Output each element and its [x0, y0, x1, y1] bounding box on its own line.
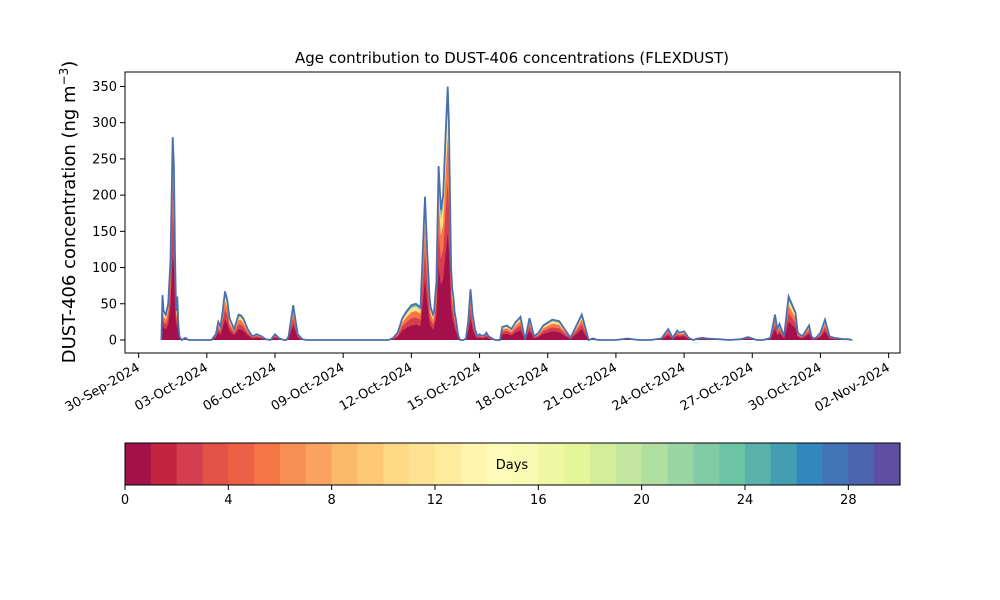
chart-title: Age contribution to DUST-406 concentrati…: [295, 49, 729, 67]
colorbar-tick-label: 16: [530, 493, 547, 508]
age-layer-1: [161, 94, 853, 340]
x-tick-label: 27-Oct-2024: [678, 360, 756, 414]
colorbar-tick-label: 4: [224, 493, 232, 508]
colorbar-swatch: [486, 443, 514, 485]
colorbar-frame: [124, 442, 901, 486]
x-tick-label: 24-Oct-2024: [610, 360, 688, 414]
x-tick-label: 18-Oct-2024: [473, 360, 551, 414]
colorbar-swatch: [435, 443, 462, 485]
colorbar-swatch: [280, 443, 307, 485]
colorbar-swatch: [564, 443, 591, 485]
colorbar-swatch: [254, 443, 281, 485]
x-tick-label: 12-Oct-2024: [337, 360, 415, 414]
x-tick-label: 06-Oct-2024: [201, 360, 279, 414]
y-axis: 0 50 100 150 200 250 300 350: [92, 80, 125, 348]
colorbar-tick-label: 28: [840, 493, 857, 508]
colorbar-swatch: [409, 443, 436, 485]
colorbar-swatch: [202, 443, 229, 485]
x-axis: 30-Sep-202403-Oct-202406-Oct-202409-Oct-…: [63, 353, 893, 415]
colorbar-tick-label: 8: [328, 493, 336, 508]
x-tick-label: 21-Oct-2024: [542, 360, 620, 414]
colorbar-swatch: [848, 443, 875, 485]
age-layer-5: [161, 233, 853, 340]
y-axis-label-main: DUST-406 concentration (ng m: [59, 85, 80, 363]
y-tick-label: 250: [92, 152, 117, 167]
age-layer-0: [161, 86, 853, 340]
y-tick-label: 200: [92, 189, 117, 204]
colorbar-swatch: [796, 443, 824, 485]
y-tick-label: 300: [92, 116, 117, 131]
age-layer-3: [161, 137, 853, 340]
colorbar-swatch: [512, 443, 539, 485]
colorbar-tick-label: 12: [427, 493, 444, 508]
total-line: [160, 86, 853, 342]
colorbar-swatch: [331, 443, 359, 485]
age-layer-4: [161, 182, 853, 340]
colorbar-swatch: [460, 443, 488, 485]
x-tick-label: 09-Oct-2024: [269, 360, 347, 414]
x-tick-label: 30-Oct-2024: [746, 360, 824, 414]
colorbar-swatch: [874, 443, 901, 485]
x-tick-label: 15-Oct-2024: [405, 360, 483, 414]
colorbar-swatch: [745, 443, 772, 485]
colorbar-swatch: [641, 443, 669, 485]
colorbar: 0 4 8 12 16 20 24 28: [121, 442, 901, 508]
colorbar-swatch: [693, 443, 720, 485]
y-axis-label: DUST-406 concentration (ng m−3): [57, 61, 80, 364]
colorbar-tick-label: 24: [737, 493, 754, 508]
colorbar-swatch: [150, 443, 178, 485]
colorbar-swatch: [228, 443, 255, 485]
y-tick-label: 350: [92, 80, 117, 95]
colorbar-label: Days: [496, 458, 529, 473]
colorbar-swatch: [719, 443, 746, 485]
x-tick-label: 03-Oct-2024: [132, 360, 210, 414]
colorbar-swatch: [770, 443, 798, 485]
plot-area: [160, 86, 853, 342]
colorbar-swatch: [667, 443, 694, 485]
colorbar-swatch: [357, 443, 384, 485]
colorbar-swatch: [538, 443, 565, 485]
y-tick-label: 0: [109, 333, 117, 348]
y-axis-label-exponent: −3: [57, 68, 71, 86]
colorbar-swatch: [822, 443, 849, 485]
age-layer-2: [161, 106, 853, 340]
y-tick-label: 100: [92, 261, 117, 276]
colorbar-swatch: [615, 443, 643, 485]
colorbar-swatch: [125, 443, 152, 485]
x-tick-label: 02-Nov-2024: [812, 360, 892, 415]
colorbar-swatch: [176, 443, 204, 485]
y-tick-label: 150: [92, 225, 117, 240]
plot-frame: [124, 71, 901, 354]
colorbar-tick-label: 20: [633, 493, 650, 508]
colorbar-swatch: [590, 443, 617, 485]
y-axis-label-close: ): [59, 61, 80, 68]
colorbar-tick-label: 0: [121, 493, 129, 508]
colorbar-swatch: [305, 443, 333, 485]
colorbar-swatch: [383, 443, 410, 485]
y-tick-label: 50: [100, 297, 117, 312]
x-tick-label: 30-Sep-2024: [63, 360, 143, 415]
